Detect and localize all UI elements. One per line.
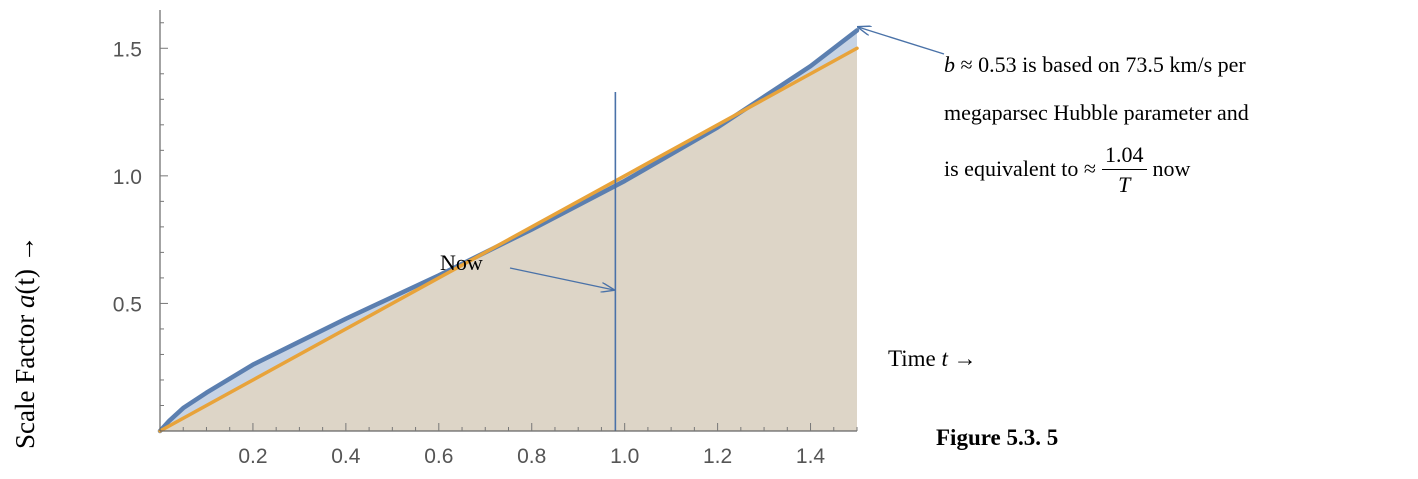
- b-variable: b: [944, 52, 955, 77]
- y-axis-label: Scale Factor a(t) →: [10, 235, 41, 449]
- series-1-line: [158, 46, 859, 433]
- fraction: 1.04 T: [1102, 142, 1147, 199]
- x-tick-label: 0.6: [424, 445, 453, 468]
- now-label: Now: [440, 250, 483, 275]
- now-arrow: [509, 267, 614, 290]
- series-0-line: [157, 28, 860, 434]
- b-line3-suffix: now: [1152, 155, 1191, 181]
- y-axis-label-prefix: Scale Factor: [10, 308, 40, 449]
- x-tick-label: 1.0: [610, 445, 639, 468]
- b-annotation-line1: b ≈ 0.53 is based on 73.5 km/s per: [944, 52, 1246, 78]
- fraction-denominator: T: [1118, 172, 1131, 198]
- b-arrow: [858, 27, 945, 55]
- x-tick-label: 0.4: [331, 445, 361, 468]
- x-tick-label: 0.2: [238, 445, 267, 468]
- figure-caption: Figure 5.3. 5: [936, 425, 1059, 450]
- x-tick-label: 1.2: [703, 445, 732, 468]
- x-axis-label-prefix: Time: [888, 346, 942, 371]
- x-axis-variable: t: [941, 346, 948, 371]
- b-annotation-line2: megaparsec Hubble parameter and: [944, 100, 1249, 125]
- y-tick-label: 0.5: [113, 293, 142, 316]
- x-tick-label: 0.8: [517, 445, 546, 468]
- x-axis-label: Time t →: [888, 346, 977, 372]
- series-1-area: [160, 48, 857, 431]
- annotation-arrows: [509, 27, 945, 290]
- b-line1-text: ≈ 0.53 is based on 73.5 km/s per: [955, 52, 1246, 77]
- axes-layer: 0.2 0.4 0.6 0.8 1.0 1.2 1.4 0.5 1.0 1.5: [113, 10, 858, 468]
- y-tick-label: 1.5: [113, 38, 142, 61]
- x-axis-arrow: →: [947, 346, 977, 371]
- y-axis-arrow: →: [10, 235, 40, 270]
- area-layer: [160, 30, 857, 432]
- x-tick-label: 1.4: [796, 445, 826, 468]
- y-tick-label: 1.0: [113, 166, 142, 189]
- y-axis-variable: a: [10, 294, 40, 309]
- b-line3-prefix: is equivalent to ≈: [944, 155, 1096, 181]
- line-layer: [157, 28, 860, 434]
- fraction-numerator: 1.04: [1102, 142, 1147, 171]
- y-axis-paren: (t): [10, 269, 40, 295]
